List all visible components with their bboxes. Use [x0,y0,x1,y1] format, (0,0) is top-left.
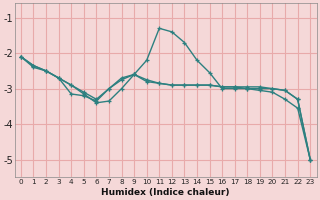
X-axis label: Humidex (Indice chaleur): Humidex (Indice chaleur) [101,188,230,197]
